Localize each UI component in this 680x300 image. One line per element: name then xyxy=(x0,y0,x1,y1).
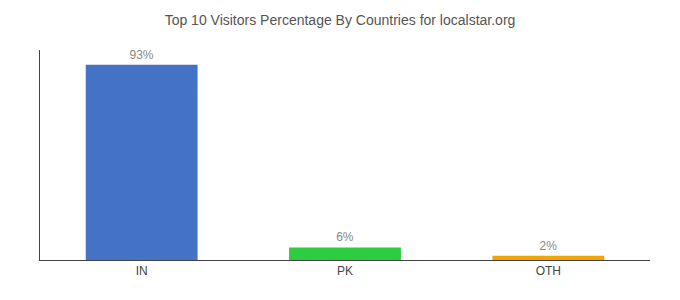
svg-text:OTH: OTH xyxy=(536,264,561,278)
svg-text:2%: 2% xyxy=(539,239,557,253)
svg-text:IN: IN xyxy=(136,264,148,278)
svg-text:PK: PK xyxy=(337,264,353,278)
svg-text:6%: 6% xyxy=(336,230,354,244)
svg-text:93%: 93% xyxy=(129,48,153,62)
svg-text:Top 10 Visitors Percentage By: Top 10 Visitors Percentage By Countries … xyxy=(165,12,516,28)
